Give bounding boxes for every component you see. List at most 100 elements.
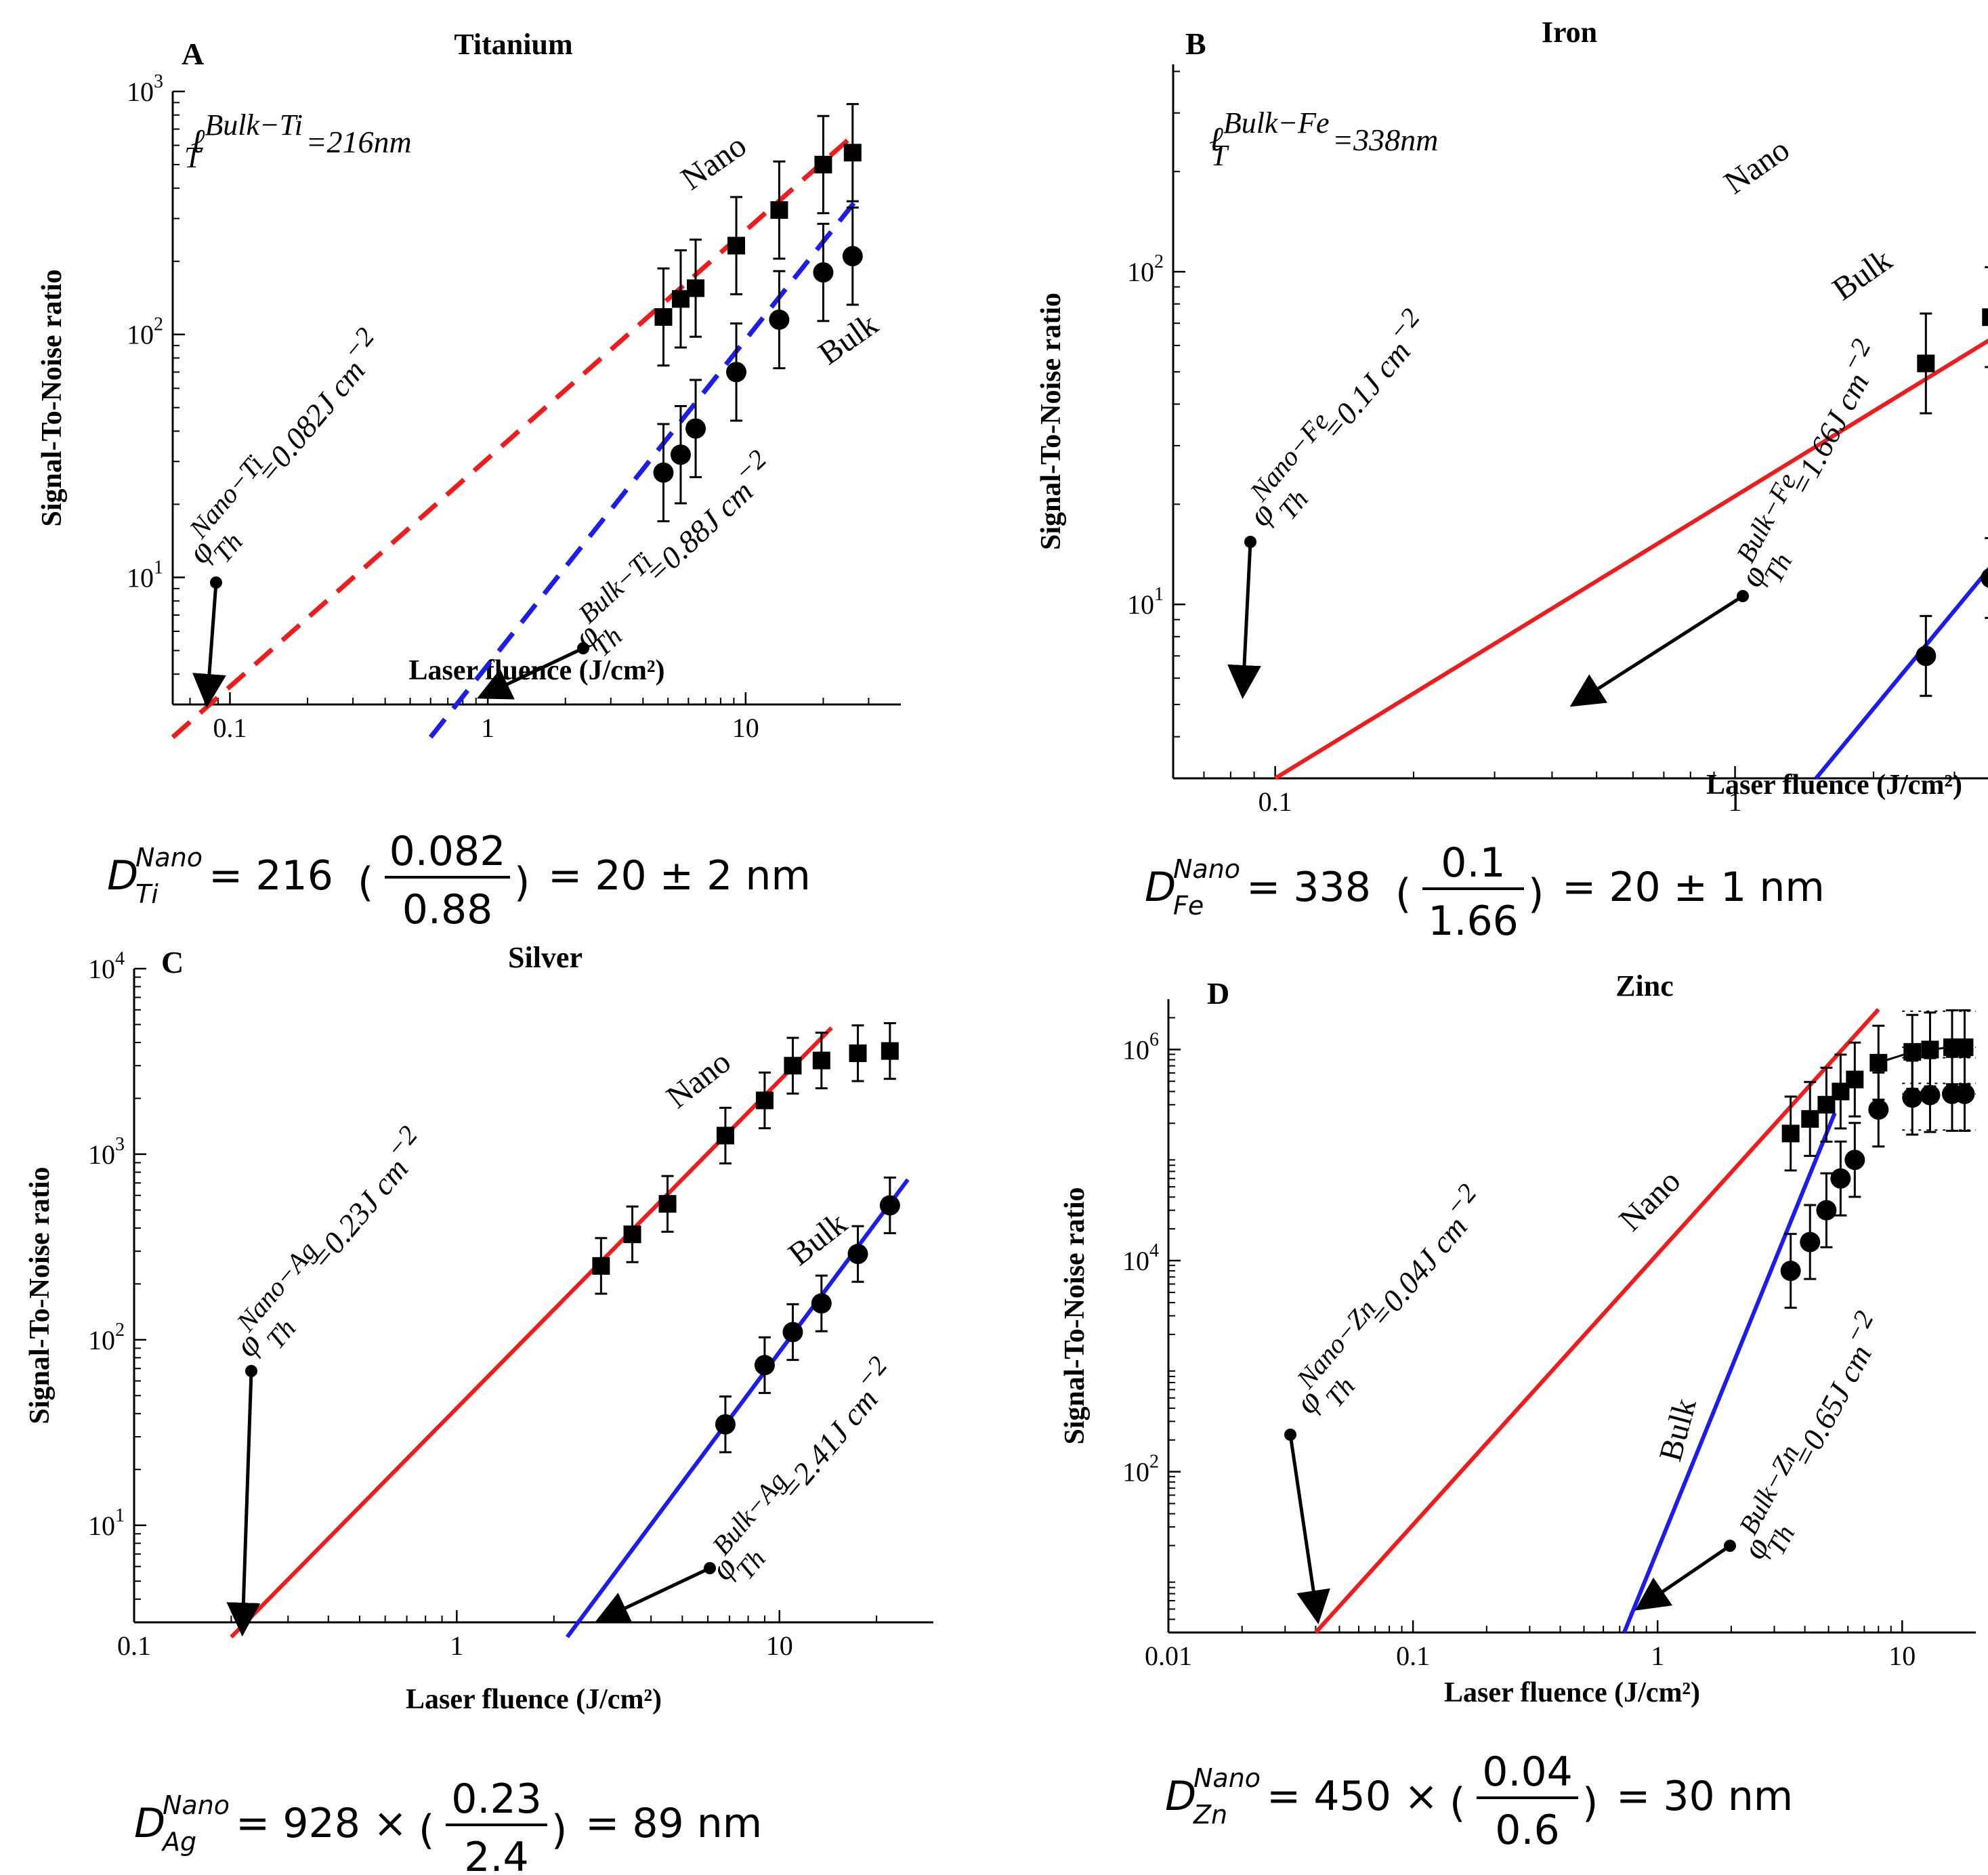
x-axis-label: Laser fluence (J/cm²) — [406, 1684, 662, 1715]
nano-data-point — [812, 1051, 830, 1070]
nano-data-point — [654, 308, 673, 326]
equation-prefactor: = 216 — [209, 852, 333, 900]
equation-result: = 20 ± 2 nm — [548, 852, 811, 900]
bulk-data-point — [726, 362, 747, 383]
length-unit: nm — [1400, 123, 1438, 157]
y-tick-label: 102 — [127, 314, 163, 350]
bulk-data-point — [653, 462, 674, 483]
bulk-data-point — [1981, 568, 1988, 588]
chart-title: Silver — [508, 941, 583, 974]
y-tick-base: 10 — [88, 1325, 115, 1355]
length-value: =338 — [1332, 123, 1400, 157]
y-tick-base: 10 — [1122, 1034, 1149, 1065]
equation-denominator: 0.6 — [1495, 1807, 1559, 1854]
bulk-data-point — [879, 1195, 900, 1216]
y-tick-base: 10 — [127, 320, 154, 350]
nano-series-label: Nano — [660, 1044, 738, 1116]
bulk-threshold-label: φBulk−FeTh=1.66J cm−2 — [1721, 333, 1904, 600]
y-tick-exponent: 2 — [115, 1320, 125, 1341]
y-axis-label: Signal-To-Noise ratio — [1059, 1187, 1091, 1445]
nano-threshold-arrow — [1288, 1434, 1330, 1624]
nano-data-point — [755, 1091, 774, 1110]
y-tick-base: 10 — [1127, 589, 1154, 620]
equation-subscript: Ti — [135, 879, 158, 909]
bulk-data-point — [1780, 1261, 1801, 1282]
nano-data-point — [814, 155, 832, 173]
y-tick-label: 103 — [127, 71, 163, 107]
bulk-series-label: Bulk — [782, 1205, 853, 1272]
left-paren: ( — [419, 1807, 434, 1854]
bulk-data-point — [1816, 1200, 1837, 1221]
equation-prefactor: = 928 × — [236, 1800, 407, 1847]
ell-symbol: ℓ — [191, 122, 205, 160]
equation-prefactor: = 338 — [1246, 864, 1371, 911]
equation-subscript: Ag — [161, 1827, 196, 1857]
bulk-data-point — [715, 1414, 736, 1435]
nano-threshold-arrow — [192, 582, 226, 708]
x-tick-label: 0.1 — [1259, 786, 1292, 817]
y-tick-exponent: 2 — [1149, 1452, 1159, 1473]
length-unit: nm — [374, 125, 412, 159]
y-tick-exponent: 2 — [154, 314, 163, 335]
right-paren: ) — [1528, 870, 1544, 918]
panel-letter: B — [1185, 26, 1206, 61]
bulk-data-point — [1830, 1168, 1851, 1189]
y-tick-base: 10 — [88, 1511, 115, 1541]
bulk-series-label: Bulk — [1826, 242, 1899, 308]
panel-letter: C — [161, 945, 184, 979]
y-tick-base: 10 — [1122, 1246, 1149, 1276]
nano-threshold-label: φNano−ZnTh=0.04J cm−2 — [1279, 1176, 1506, 1430]
nano-data-point — [671, 290, 690, 308]
threshold-value: =0.65 — [1785, 1391, 1850, 1473]
y-tick-label: 102 — [1127, 251, 1164, 287]
nano-threshold-label: φNano−AgTh=0.23J cm−2 — [219, 1118, 448, 1373]
nano-data-point — [658, 1195, 677, 1213]
chart-title: Titanium — [454, 28, 572, 61]
nano-threshold-label: φNano−TiTh=0.082J cm−2 — [171, 320, 404, 580]
nano-data-point — [1903, 1042, 1922, 1061]
y-tick-label: 101 — [1127, 584, 1164, 620]
subscript: T — [1211, 139, 1230, 172]
unit-exponent: −2 — [1835, 334, 1877, 377]
x-axis-label: Laser fluence (J/cm²) — [1444, 1677, 1700, 1708]
x-tick-label: 0.01 — [1145, 1641, 1192, 1671]
x-tick-label: 1 — [1651, 1641, 1664, 1671]
y-tick-base: 10 — [88, 1139, 115, 1170]
y-tick-label: 103 — [88, 1134, 125, 1170]
y-tick-base: 10 — [1127, 257, 1154, 287]
nano-fit-line — [171, 130, 859, 739]
nano-data-point — [1781, 1124, 1800, 1143]
y-tick-label: 102 — [1122, 1452, 1159, 1488]
equation-denominator: 1.66 — [1428, 898, 1519, 945]
nano-data-point — [623, 1225, 641, 1244]
right-paren: ) — [551, 1807, 567, 1854]
equation-d: D — [134, 1800, 165, 1847]
nano-series-label: Nano — [675, 127, 753, 197]
panel-letter: A — [182, 37, 204, 71]
nano-data-point — [1846, 1070, 1864, 1089]
x-tick-label: 1 — [481, 713, 494, 743]
equation-d: D — [1145, 864, 1176, 911]
bulk-data-point — [754, 1355, 775, 1376]
equation-prefactor: = 450 × — [1267, 1773, 1438, 1820]
bulk-threshold-arrow — [1634, 1544, 1731, 1611]
attenuation-length-label: ℓBulk−Ti T =216nm — [184, 108, 412, 174]
bulk-data-point — [769, 309, 790, 330]
y-tick-base: 10 — [88, 954, 115, 984]
x-tick-label: 0.1 — [213, 713, 247, 743]
left-paren: ( — [1395, 870, 1411, 918]
y-tick-label: 101 — [127, 557, 163, 593]
y-tick-label: 104 — [1122, 1240, 1159, 1276]
y-tick-base: 10 — [127, 562, 154, 593]
nano-data-point — [849, 1044, 867, 1062]
nano-data-point — [881, 1042, 899, 1060]
nano-fit-line — [1274, 338, 1988, 780]
nano-data-point — [1921, 1040, 1939, 1059]
nano-data-point — [1869, 1053, 1888, 1072]
bulk-threshold-label: φBulk−AgTh=2.41J cm−2 — [694, 1349, 917, 1597]
equation-d: D — [1165, 1773, 1196, 1820]
bulk-data-point — [782, 1322, 803, 1343]
